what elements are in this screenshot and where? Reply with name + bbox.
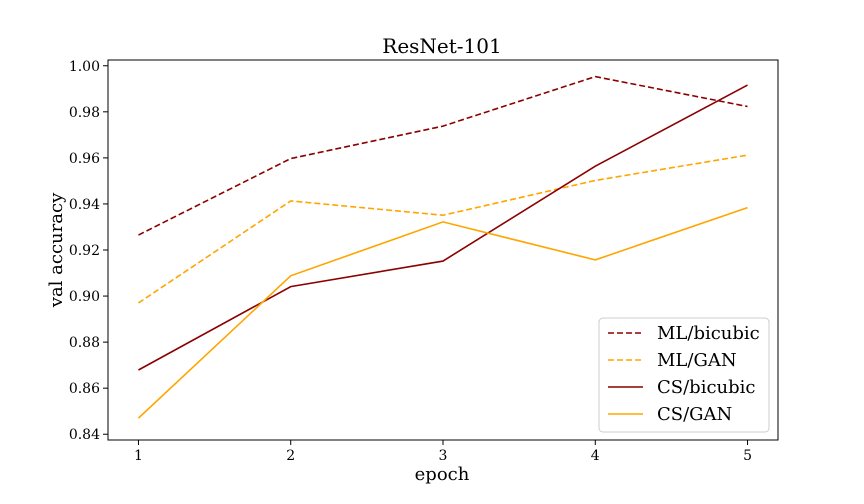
x-tick-label: 5 <box>743 448 752 464</box>
legend-box <box>598 317 770 433</box>
y-tick-label: 1.00 <box>69 59 100 75</box>
x-axis-label: epoch <box>415 464 470 485</box>
legend-label: ML/GAN <box>657 350 737 371</box>
y-axis-ticks: 0.84 0.86 0.88 0.90 0.92 0.94 0.96 0.98 1.00 <box>69 59 108 443</box>
y-tick-label: 0.96 <box>69 151 100 167</box>
legend: ML/bicubic ML/GAN CS/bicubic CS/GAN <box>598 317 770 433</box>
x-axis-ticks: 1 2 3 4 5 <box>134 440 752 464</box>
x-tick-label: 4 <box>591 448 600 464</box>
y-tick-label: 0.94 <box>69 197 100 213</box>
y-tick-label: 0.84 <box>69 427 100 443</box>
y-tick-label: 0.88 <box>69 335 100 351</box>
plot-lines <box>137 75 748 419</box>
y-tick-label: 0.92 <box>69 243 100 259</box>
legend-label: ML/bicubic <box>657 323 760 344</box>
y-tick-label: 0.98 <box>69 105 100 121</box>
series-line-ml-gan <box>138 154 748 304</box>
series-line-cs-gan <box>137 206 748 419</box>
y-tick-label: 0.90 <box>69 289 100 305</box>
x-tick-label: 1 <box>134 448 143 464</box>
series-line-cs-bicubic <box>138 84 748 371</box>
chart-title: ResNet-101 <box>382 34 501 58</box>
y-tick-label: 0.86 <box>69 381 100 397</box>
series-line-ml-bicubic <box>138 75 748 236</box>
x-tick-label: 3 <box>439 448 448 464</box>
x-tick-label: 2 <box>286 448 295 464</box>
legend-label: CS/GAN <box>657 404 732 425</box>
y-axis-label: val accuracy <box>46 192 67 308</box>
legend-label: CS/bicubic <box>657 377 755 398</box>
